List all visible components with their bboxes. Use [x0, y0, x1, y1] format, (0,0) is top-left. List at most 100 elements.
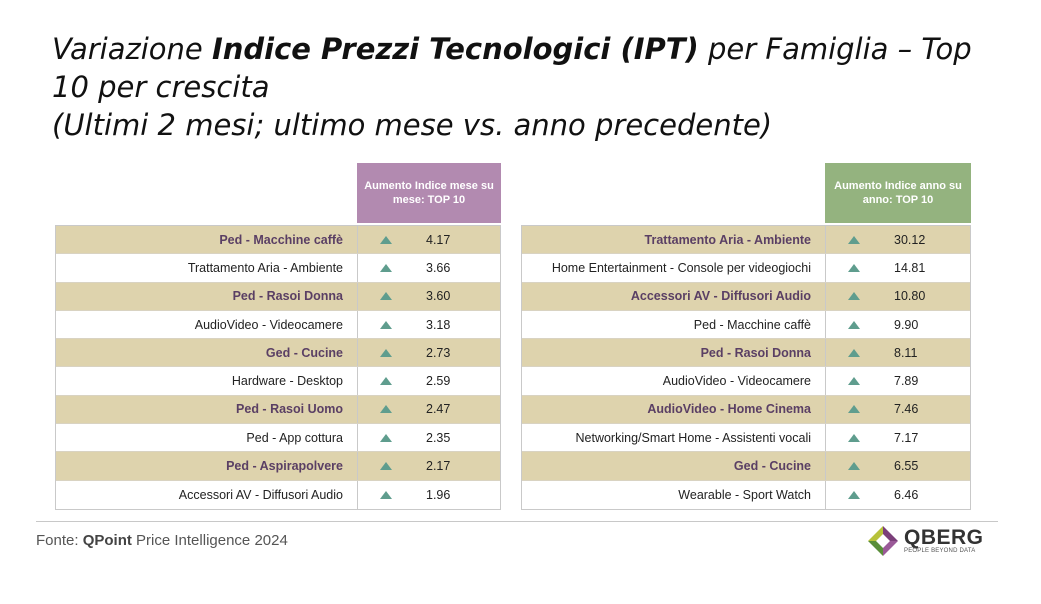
- up-triangle-icon: [380, 348, 392, 357]
- row-value: 6.46: [894, 487, 919, 502]
- row-value-cell: 6.55: [825, 452, 970, 480]
- row-value: 7.46: [894, 402, 919, 417]
- row-value: 2.35: [426, 430, 451, 445]
- row-value: 2.47: [426, 402, 451, 417]
- up-triangle-icon: [848, 263, 860, 272]
- row-value: 7.89: [894, 374, 919, 389]
- row-value: 30.12: [894, 232, 926, 247]
- table-row: Ped - Rasoi Donna 8.11: [522, 339, 970, 368]
- table-row: AudioVideo - Home Cinema 7.46: [522, 395, 970, 425]
- row-value-cell: 10.80: [825, 282, 970, 310]
- row-value: 1.96: [426, 487, 451, 502]
- table-row: Ped - Macchine caffè 4.17: [56, 226, 500, 255]
- up-triangle-icon: [848, 405, 860, 414]
- row-family: Ped - Macchine caffè: [693, 317, 811, 332]
- title-subtitle: (Ultimi 2 mesi; ultimo mese vs. anno pre…: [52, 108, 773, 142]
- row-family: Ped - Aspirapolvere: [226, 459, 343, 474]
- up-triangle-icon: [848, 235, 860, 244]
- row-value: 3.60: [426, 289, 451, 304]
- row-family: Ged - Cucine: [265, 345, 343, 360]
- up-triangle-icon: [848, 348, 860, 357]
- row-value: 7.17: [894, 430, 919, 445]
- logo-tagline: PEOPLE BEYOND DATA: [904, 548, 976, 554]
- row-value: 6.55: [894, 459, 919, 474]
- footer-divider: [36, 521, 998, 522]
- table-row: Ged - Cucine 2.73: [56, 339, 500, 368]
- up-triangle-icon: [380, 292, 392, 301]
- qberg-mark-icon: [868, 526, 898, 556]
- table-row: Trattamento Aria - Ambiente 30.12: [522, 226, 970, 255]
- source-note: Fonte: QPoint Price Intelligence 2024: [36, 532, 288, 549]
- up-triangle-icon: [380, 433, 392, 442]
- row-value-cell: 2.73: [357, 339, 500, 367]
- up-triangle-icon: [848, 377, 860, 386]
- row-value: 10.80: [894, 289, 926, 304]
- up-triangle-icon: [380, 462, 392, 471]
- row-family: Trattamento Aria - Ambiente: [187, 260, 343, 275]
- row-value-cell: 9.90: [825, 310, 970, 339]
- up-triangle-icon: [848, 292, 860, 301]
- row-value: 9.90: [894, 317, 919, 332]
- table-row: Trattamento Aria - Ambiente 3.66: [56, 254, 500, 283]
- source-bold: QPoint: [82, 532, 132, 549]
- up-triangle-icon: [380, 377, 392, 386]
- yoy-rows: Trattamento Aria - Ambiente 30.12 Home Ent…: [521, 225, 971, 510]
- row-family: Ped - Rasoi Donna: [700, 345, 811, 360]
- up-triangle-icon: [380, 235, 392, 244]
- row-family: AudioVideo - Videocamere: [194, 317, 343, 332]
- row-value: 8.11: [894, 345, 918, 360]
- title-pre: Variazione: [52, 32, 212, 66]
- row-value-cell: 3.60: [357, 282, 500, 310]
- row-family: Wearable - Sport Watch: [678, 487, 811, 502]
- row-family: Home Entertainment - Console per videogi…: [551, 260, 811, 275]
- row-value-cell: 30.12: [825, 226, 970, 254]
- row-family: Ged - Cucine: [733, 459, 811, 474]
- row-value-cell: 8.11: [825, 339, 970, 367]
- row-family: Hardware - Desktop: [231, 374, 343, 389]
- row-family: Ped - Rasoi Donna: [232, 289, 343, 304]
- yoy-header: Aumento Indice anno su anno: TOP 10: [825, 163, 971, 223]
- row-value: 3.66: [426, 260, 451, 275]
- table-row: AudioVideo - Videocamere 7.89: [522, 367, 970, 396]
- table-row: Wearable - Sport Watch 6.46: [522, 480, 970, 509]
- row-value-cell: 1.96: [357, 480, 500, 509]
- up-triangle-icon: [380, 405, 392, 414]
- up-triangle-icon: [848, 433, 860, 442]
- row-value-cell: 7.89: [825, 367, 970, 395]
- table-row: Ped - Aspirapolvere 2.17: [56, 452, 500, 481]
- row-family: Ped - Rasoi Uomo: [236, 402, 343, 417]
- row-family: Accessori AV - Diffusori Audio: [178, 487, 343, 502]
- table-row: Networking/Smart Home - Assistenti vocal…: [522, 424, 970, 453]
- row-value-cell: 7.17: [825, 424, 970, 452]
- row-family: AudioVideo - Videocamere: [662, 374, 811, 389]
- up-triangle-icon: [848, 490, 860, 499]
- up-triangle-icon: [380, 490, 392, 499]
- row-value-cell: 14.81: [825, 254, 970, 282]
- row-value-cell: 2.17: [357, 452, 500, 480]
- row-family: Ped - Macchine caffè: [219, 232, 343, 247]
- up-triangle-icon: [380, 263, 392, 272]
- source-post: Price Intelligence 2024: [131, 532, 288, 549]
- source-pre: Fonte:: [36, 532, 83, 549]
- table-row: Ped - Rasoi Donna 3.60: [56, 282, 500, 311]
- row-family: Trattamento Aria - Ambiente: [644, 232, 811, 247]
- mom-header: Aumento Indice mese su mese: TOP 10: [357, 163, 501, 223]
- page-title: Variazione Indice Prezzi Tecnologici (IP…: [52, 30, 1012, 144]
- row-value-cell: 6.46: [825, 480, 970, 509]
- row-family: AudioVideo - Home Cinema: [647, 402, 811, 417]
- row-value-cell: 2.59: [357, 367, 500, 395]
- row-value: 14.81: [894, 260, 926, 275]
- mom-rows: Ped - Macchine caffè 4.17 Trattamento Aria…: [55, 225, 501, 510]
- row-value-cell: 2.35: [357, 424, 500, 452]
- row-value-cell: 4.17: [357, 226, 500, 254]
- up-triangle-icon: [380, 320, 392, 329]
- row-value-cell: 7.46: [825, 395, 970, 424]
- row-family: Ped - App cottura: [246, 430, 343, 445]
- qberg-logo: QBERG PEOPLE BEYOND DATA: [866, 522, 986, 558]
- row-value: 2.59: [426, 374, 451, 389]
- table-row: Ped - Macchine caffè 9.90: [522, 310, 970, 340]
- row-value: 2.73: [426, 345, 451, 360]
- table-row: Ped - Rasoi Uomo 2.47: [56, 395, 500, 425]
- row-value: 4.17: [426, 232, 451, 247]
- table-row: Accessori AV - Diffusori Audio 1.96: [56, 480, 500, 509]
